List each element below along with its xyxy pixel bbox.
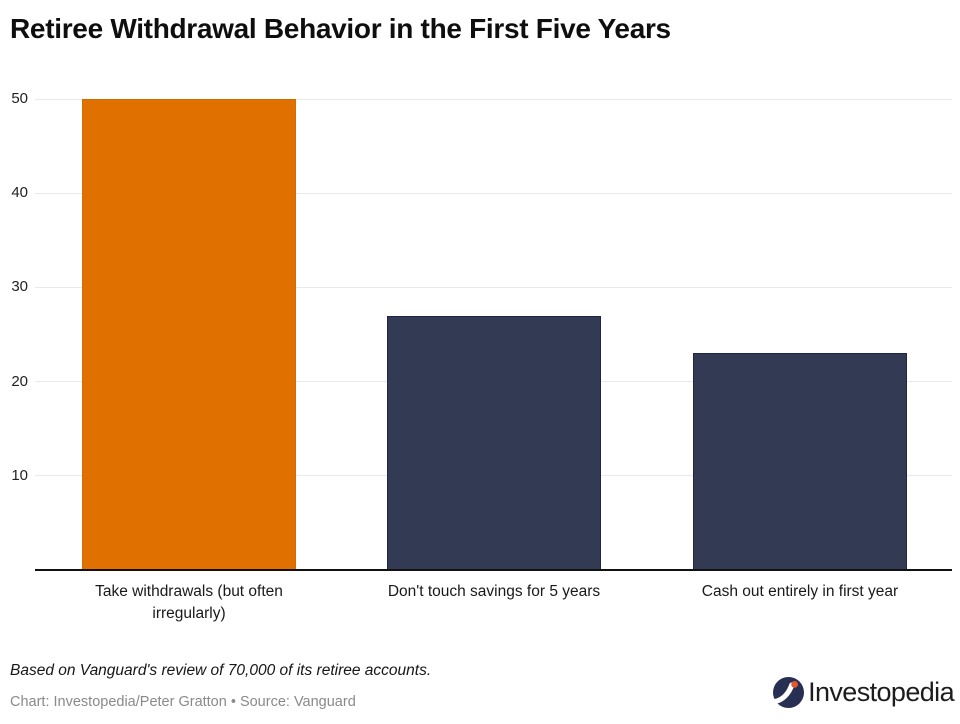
investopedia-wordmark: Investopedia (808, 677, 955, 707)
credit-line: Chart: Investopedia/Peter Gratton • Sour… (10, 694, 356, 710)
gridline (35, 192, 952, 194)
chart-title: Retiree Withdrawal Behavior in the First… (10, 13, 671, 44)
gridline (35, 98, 952, 100)
y-tick-label: 10 (11, 466, 28, 484)
x-axis-line (35, 569, 952, 571)
y-tick-label: 30 (11, 278, 28, 296)
bar (387, 315, 601, 570)
category-label: Take withdrawals (but often irregularly) (95, 583, 283, 622)
bar (693, 353, 907, 570)
y-tick-label: 20 (11, 372, 28, 390)
y-tick-label: 40 (11, 184, 28, 202)
investopedia-logo-icon (773, 677, 805, 708)
gridline (35, 286, 952, 288)
category-label: Don't touch savings for 5 years (387, 583, 601, 600)
category-label: Cash out entirely in first year (701, 583, 899, 600)
bar (82, 99, 296, 570)
investopedia-logo: Investopedia (773, 677, 955, 708)
chart-footnote: Based on Vanguard's review of 70,000 of … (10, 662, 432, 679)
y-tick-label: 50 (11, 90, 28, 107)
